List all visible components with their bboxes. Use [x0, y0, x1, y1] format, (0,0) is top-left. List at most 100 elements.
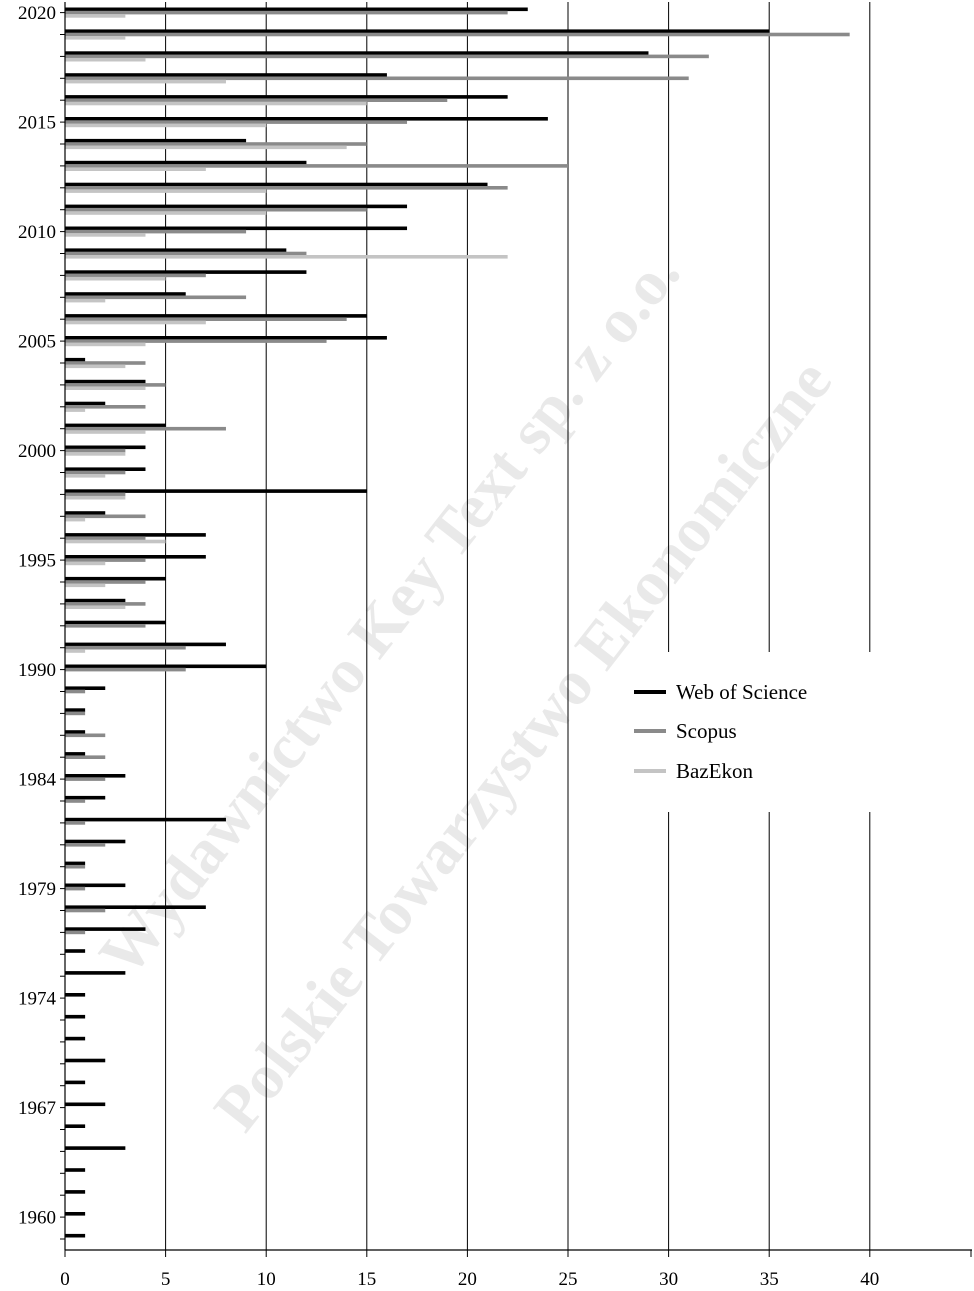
bar-scopus-2020: [65, 10, 508, 15]
bar-scopus-1997: [65, 514, 146, 519]
legend-swatch-scopus: [634, 729, 666, 733]
x-tick-label: 0: [60, 1269, 70, 1290]
bar-scopus-1987: [65, 733, 106, 738]
bar-scopus-2006: [65, 317, 347, 321]
bar-scopus-1988: [65, 711, 86, 716]
bar-web-of-science-1994: [65, 576, 166, 581]
y-tick-label: 2010: [18, 222, 56, 243]
bar-web-of-science-1972: [65, 1014, 86, 1019]
bar-bazekon-2018: [65, 57, 146, 62]
bar-scopus-1983: [65, 799, 86, 803]
bar-web-of-science-2008: [65, 270, 307, 274]
bar-scopus-2007: [65, 295, 247, 300]
bar-web-of-science-1977: [65, 927, 146, 931]
bar-scopus-2011: [65, 207, 367, 212]
bar-bazekon-1991: [65, 649, 86, 653]
bar-scopus-1982: [65, 821, 86, 825]
bar-bazekon-2015: [65, 123, 267, 128]
bar-web-of-science-1999: [65, 467, 146, 471]
bar-scopus-2004: [65, 361, 146, 365]
legend-swatch-web-of-science: [634, 690, 666, 694]
x-tick-label: 10: [257, 1269, 276, 1290]
bar-web-of-science-1966: [65, 1124, 86, 1128]
bar-scopus-1977: [65, 930, 86, 935]
bar-web-of-science-1979: [65, 883, 126, 888]
bar-bazekon-2012: [65, 189, 267, 193]
y-tick-label: 1995: [18, 551, 56, 572]
bar-web-of-science-1983: [65, 795, 106, 800]
bar-scopus-2018: [65, 54, 709, 59]
bar-scopus-1992: [65, 624, 146, 628]
y-tick-label: 2020: [18, 3, 56, 24]
bar-bazekon-2020: [65, 14, 126, 18]
bar-bazekon-2014: [65, 145, 347, 150]
bar-bazekon-1994: [65, 583, 106, 588]
y-tick-label: 1960: [18, 1208, 56, 1229]
bar-web-of-science-2019: [65, 29, 770, 33]
bar-scopus-1991: [65, 645, 186, 650]
bar-scopus-2014: [65, 142, 367, 146]
x-tick-label: 40: [860, 1269, 879, 1290]
bar-web-of-science-2001: [65, 423, 166, 428]
bar-bazekon-1995: [65, 561, 106, 566]
bar-scopus-2016: [65, 98, 448, 102]
bar-web-of-science-2013: [65, 160, 307, 165]
legend-label-bazekon: BazEkon: [676, 759, 753, 783]
bar-scopus-2010: [65, 229, 247, 234]
bar-web-of-science-1963: [65, 1168, 86, 1172]
bar-web-of-science-2012: [65, 182, 488, 187]
bar-scopus-2019: [65, 32, 850, 37]
bar-web-of-science-1960: [65, 1212, 86, 1216]
bar-bazekon-2019: [65, 36, 126, 40]
x-tick-label: 15: [357, 1269, 376, 1290]
bar-web-of-science-2020: [65, 7, 528, 12]
y-tick-label: 1979: [18, 879, 56, 900]
bar-scopus-2015: [65, 120, 408, 124]
bar-web-of-science-2005: [65, 336, 387, 340]
bar-bazekon-1998: [65, 495, 126, 500]
bar-web-of-science-1962: [65, 1190, 86, 1194]
bar-bazekon-1996: [65, 539, 166, 544]
x-tick-label: 25: [559, 1269, 578, 1290]
x-tick-label: 20: [458, 1269, 477, 1290]
bar-scopus-2009: [65, 251, 307, 256]
bar-web-of-science-1971: [65, 1036, 86, 1041]
bar-bazekon-2017: [65, 79, 226, 84]
bar-web-of-science-1982: [65, 817, 226, 822]
bar-scopus-1981: [65, 843, 106, 847]
bar-bazekon-1993: [65, 605, 126, 609]
bar-scopus-1996: [65, 536, 146, 540]
bar-web-of-science-1989: [65, 686, 106, 690]
bar-web-of-science-1984: [65, 774, 126, 778]
bar-scopus-1994: [65, 580, 146, 584]
bar-bazekon-1997: [65, 517, 86, 522]
y-tick-label: 1990: [18, 660, 56, 681]
bar-scopus-1986: [65, 755, 106, 759]
bar-web-of-science-1975: [65, 971, 126, 975]
bar-bazekon-2006: [65, 320, 206, 325]
bar-bazekon-2004: [65, 364, 126, 369]
bar-scopus-2008: [65, 273, 206, 278]
y-tick-label: 2005: [18, 332, 56, 353]
bar-scopus-2001: [65, 426, 226, 431]
bar-web-of-science-1969: [65, 1080, 86, 1085]
bar-scopus-2013: [65, 164, 568, 168]
bar-scopus-1979: [65, 886, 86, 891]
bar-scopus-2005: [65, 339, 327, 343]
bar-scopus-1984: [65, 777, 106, 781]
bar-web-of-science-1980: [65, 861, 86, 866]
y-tick-label: 1967: [18, 1098, 56, 1119]
bar-bazekon-2001: [65, 430, 146, 434]
bar-web-of-science-1967: [65, 1102, 106, 1107]
bar-web-of-science-2014: [65, 138, 247, 143]
bar-web-of-science-1996: [65, 533, 206, 537]
bar-web-of-science-1974: [65, 993, 86, 997]
bar-scopus-1993: [65, 602, 146, 606]
bar-scopus-1989: [65, 689, 86, 694]
bars: [65, 7, 850, 1238]
bar-web-of-science-1987: [65, 730, 86, 734]
axes: 0 5 10 15 20 25 30 35 40 2020 2015 2010 2005 2000 1995…: [18, 2, 972, 1290]
bar-scopus-2002: [65, 405, 146, 409]
y-tick-label: 1974: [18, 989, 57, 1010]
bar-web-of-science-2002: [65, 401, 106, 406]
